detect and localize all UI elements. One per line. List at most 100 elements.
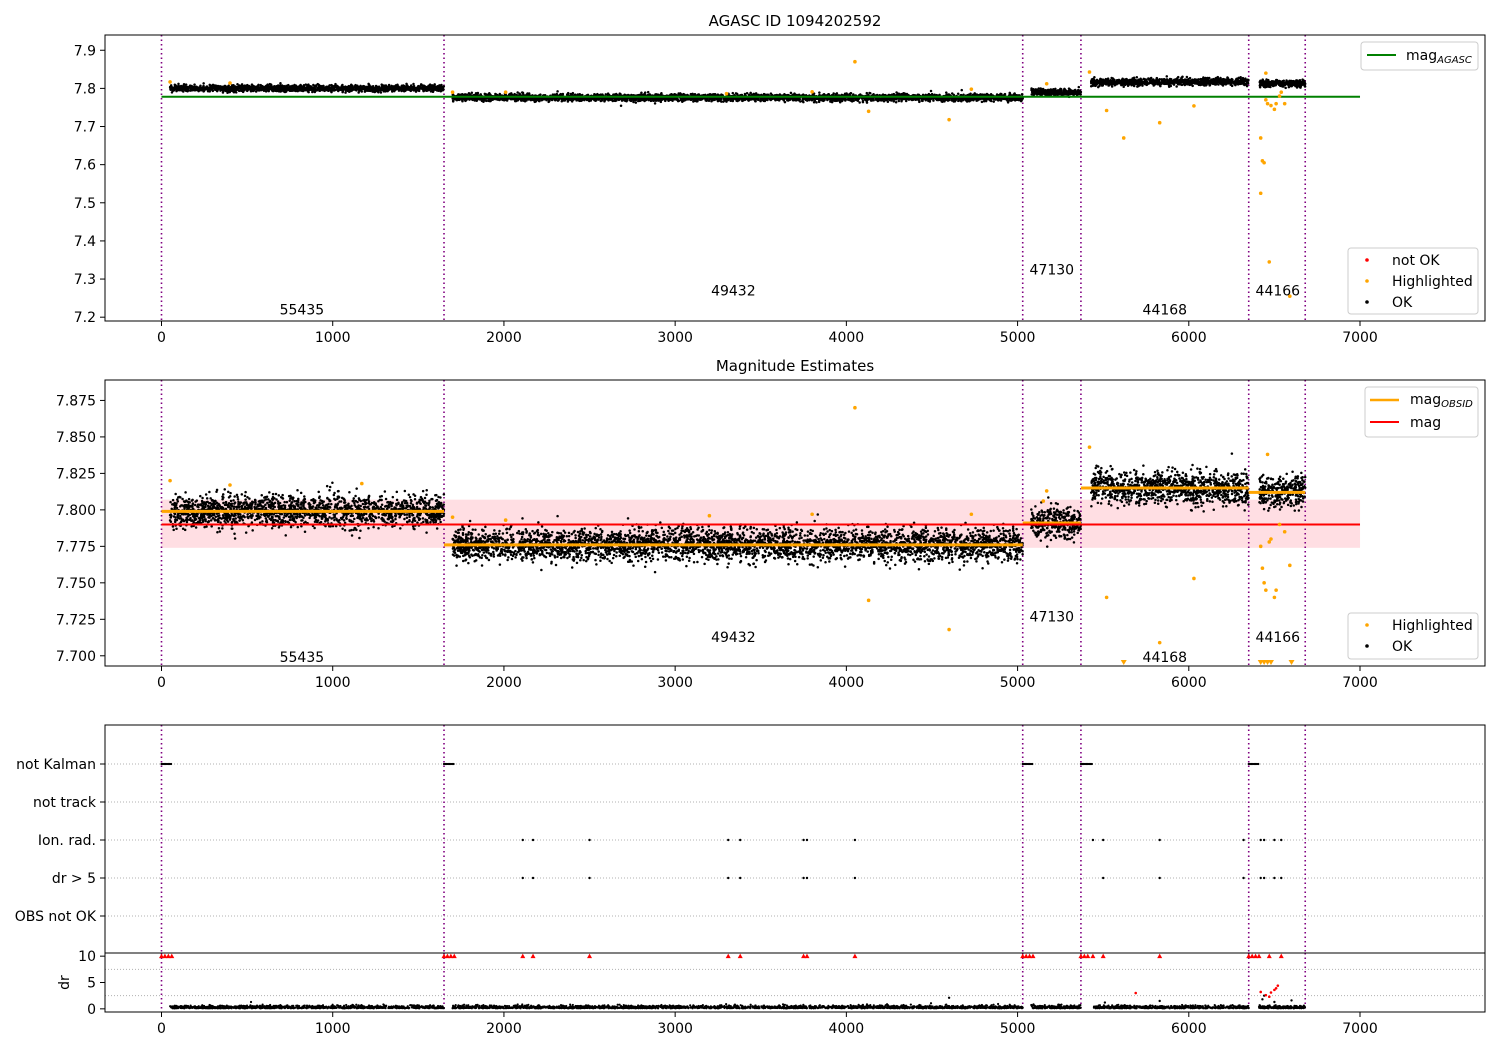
ok-point [182,86,185,89]
ok-point [488,93,492,96]
ok-point [202,84,205,88]
ok-point [387,83,391,87]
ok-point [343,86,347,90]
ok-point [239,89,243,92]
ok-point [432,85,436,89]
ok-point [482,100,485,103]
ok-point [206,86,210,89]
ok-point [232,84,235,87]
ok-point [282,90,285,93]
ok-point [830,100,834,104]
ok-point [371,85,375,88]
ok-point [275,85,278,89]
ok-point [735,92,739,96]
ok-point [281,87,285,91]
ok-point [1020,93,1024,96]
ok-point [393,87,396,91]
ok-point [231,86,234,89]
ok-point [213,88,216,91]
ok-point [556,99,560,102]
ok-point [571,91,575,95]
ok-point [577,99,580,102]
ok-point [673,98,676,101]
ok-point [417,89,421,93]
ok-point [363,85,366,88]
ok-point [267,89,270,93]
ok-point [957,99,960,103]
ok-point [426,86,430,89]
ok-point [992,100,995,103]
ok-point [201,87,204,90]
ok-point [320,86,324,89]
ok-point [303,87,307,91]
ok-point [340,87,343,90]
ok-point [777,98,780,102]
ok-point [350,89,354,92]
ok-point [710,99,713,103]
ok-point [371,90,374,93]
ok-point [279,82,282,85]
ok-point [346,86,349,89]
ok-point [813,99,816,103]
ok-point [402,86,406,90]
ok-point [691,98,695,101]
ok-point [909,97,912,101]
ok-point [414,90,418,93]
ok-point [386,89,389,93]
ok-point [177,82,180,86]
ok-point [412,82,415,86]
ok-point [428,88,431,92]
ok-point [383,85,386,89]
ok-point [306,85,309,89]
ok-point [390,85,394,88]
ok-point [349,86,352,90]
ok-point [634,101,638,104]
ok-point [406,84,409,88]
ok-point [294,86,297,89]
ok-point [202,82,205,85]
ok-point [365,85,369,88]
ok-point [318,89,321,92]
ok-point [566,93,570,96]
ok-point [311,90,314,94]
ok-point [640,91,643,94]
ok-point [412,86,416,90]
ok-point [344,91,347,94]
ok-point [720,100,723,103]
ok-point [236,85,240,89]
ok-point [301,85,304,88]
ok-point [451,93,455,97]
ok-point [330,88,333,91]
ok-point [897,99,901,103]
ok-point [422,85,425,88]
ok-point [256,88,259,92]
ok-point [638,99,641,103]
ok-point [924,99,927,102]
ok-point [433,83,436,86]
ok-point [321,88,324,92]
ok-point [169,87,172,90]
ok-point [436,85,440,88]
ok-point [264,86,268,90]
ok-point [556,90,559,93]
ok-point [314,84,318,87]
ok-point [821,99,824,102]
ok-point [373,87,377,90]
ok-point [386,87,390,90]
ok-point [623,99,626,102]
panel-agasc: AGASC ID 1094202592554354943247130441684… [74,12,1486,346]
ok-point [379,91,383,94]
ok-point [268,86,271,90]
ok-point [263,88,266,92]
ok-point [431,88,435,91]
ok-point [176,88,180,91]
ok-point [960,88,963,92]
ok-point [236,82,239,86]
ok-point [513,99,517,103]
ok-point [245,84,248,88]
ok-point [305,88,309,91]
ok-point [760,98,764,101]
ok-point [475,99,479,102]
ok-point [184,83,188,86]
